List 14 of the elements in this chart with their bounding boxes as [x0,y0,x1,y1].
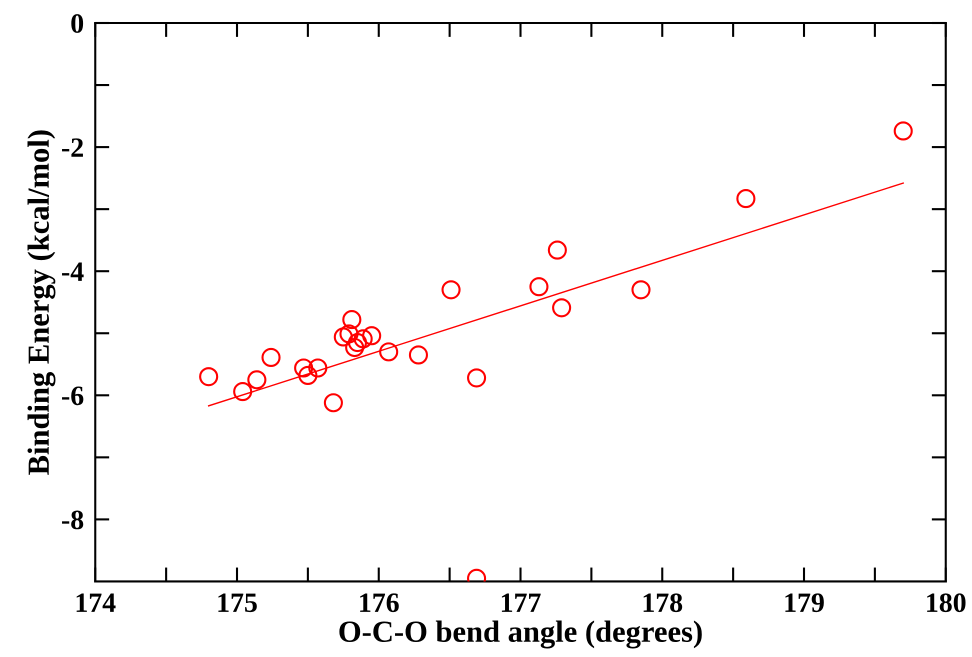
x-axis-title: O-C-O bend angle (degrees) [339,620,702,648]
x-tick-label: 179 [785,593,824,612]
x-tick-label: 177 [502,593,541,612]
x-tick-label: 174 [76,593,116,612]
y-tick-label: -2 [62,138,83,157]
x-tick-label: 178 [644,593,682,612]
y-tick-label: 0 [71,14,84,33]
x-tick-label: 175 [218,593,257,612]
y-tick-label: -4 [62,262,84,281]
y-tick-label: -6 [62,386,84,406]
x-tick-label: 180 [927,593,966,612]
y-axis-title: Binding Energy (kcal/mol) [28,130,56,475]
x-tick-label: 176 [360,593,399,612]
y-tick-label: -8 [62,510,84,530]
